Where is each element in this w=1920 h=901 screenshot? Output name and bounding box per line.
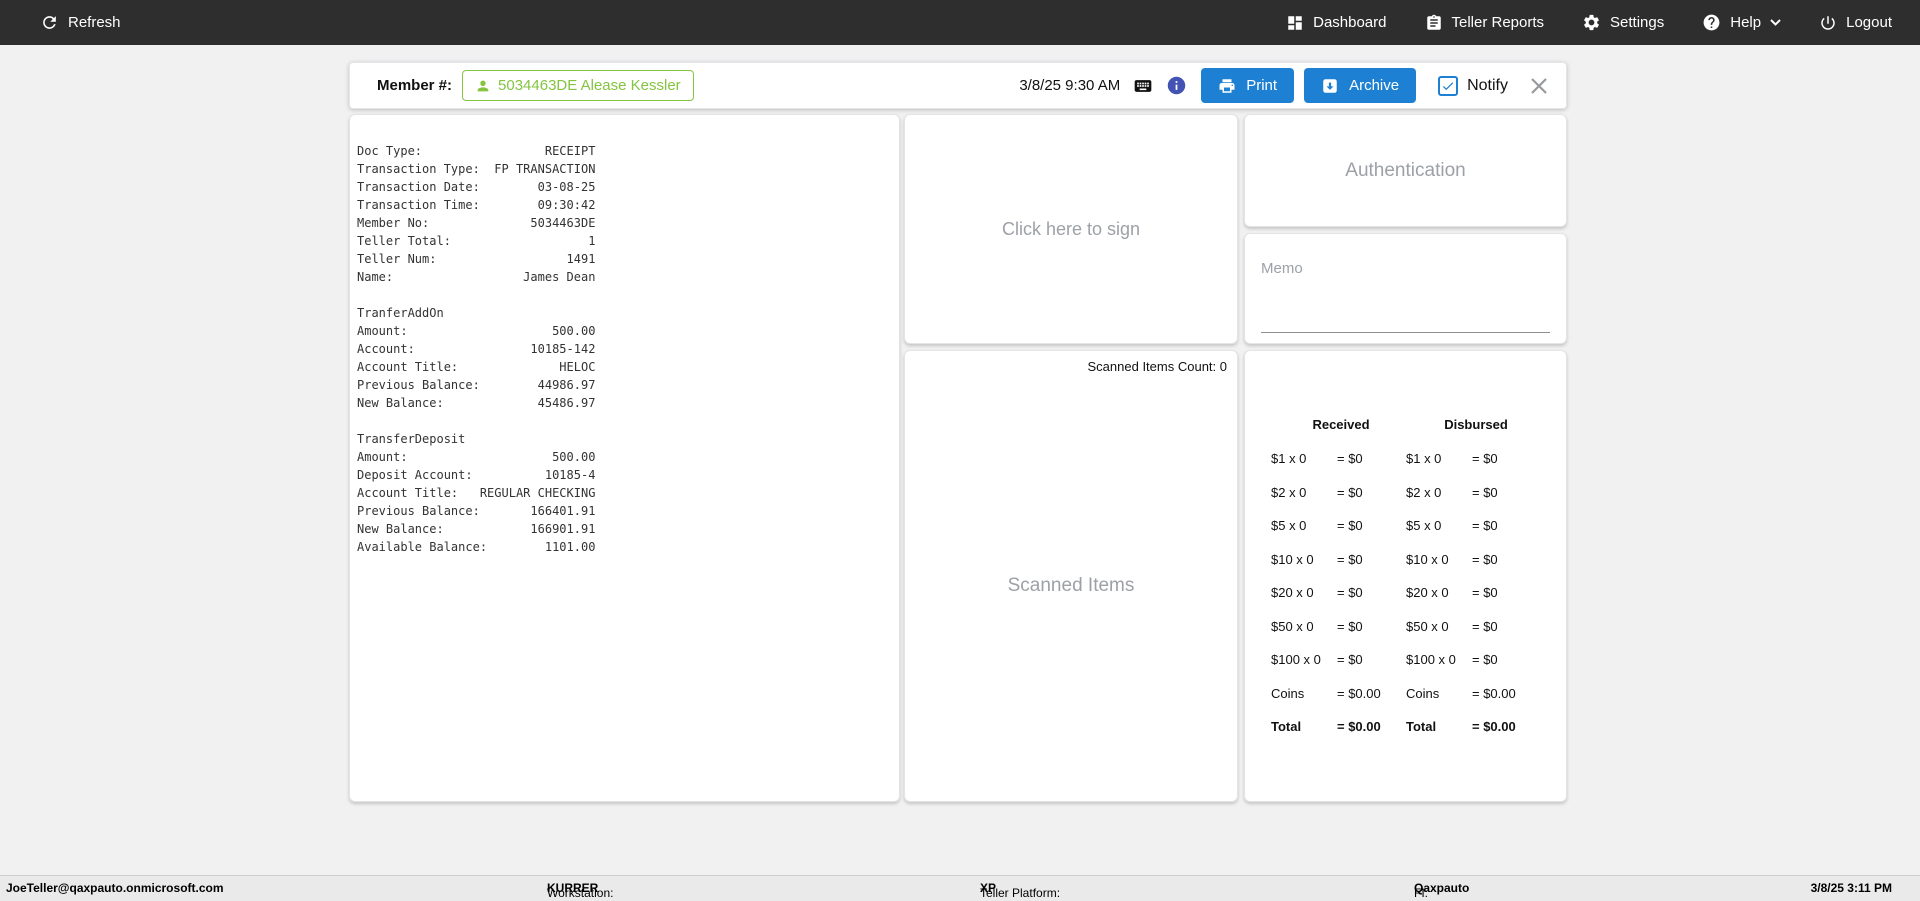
nav-logout-label: Logout <box>1846 14 1892 31</box>
scanned-items-count: Scanned Items Count: 0 <box>1087 359 1227 374</box>
member-bar: Member #: 5034463DE Alease Kessler 3/8/2… <box>349 62 1567 109</box>
nav-help-label: Help <box>1730 14 1762 31</box>
workstation-status: Workstation: KURRER <box>547 881 614 900</box>
print-label: Print <box>1246 77 1278 94</box>
cash-row: $5 x 0 = $0 <box>1271 518 1363 533</box>
refresh-label: Refresh <box>68 14 121 31</box>
archive-icon <box>1323 78 1337 93</box>
keyboard-icon[interactable] <box>1130 76 1156 96</box>
memo-underline <box>1261 332 1550 333</box>
signature-pad[interactable]: Click here to sign <box>904 114 1238 344</box>
nav-logout[interactable]: Logout <box>1819 14 1892 32</box>
cash-row: Total = $0.00 <box>1406 719 1516 734</box>
close-icon[interactable] <box>1528 75 1550 97</box>
cash-row: $20 x 0 = $0 <box>1271 585 1363 600</box>
scanned-items-placeholder: Scanned Items <box>1007 575 1135 596</box>
refresh-button[interactable]: Refresh <box>40 13 121 32</box>
notify-checkbox[interactable]: Notify <box>1438 75 1508 96</box>
receipt-panel: Doc Type: RECEIPT Transaction Type: FP T… <box>349 114 900 802</box>
logged-in-user: JoeTeller@qaxpauto.onmicrosoft.com <box>6 881 224 895</box>
nav-teller-reports[interactable]: Teller Reports <box>1425 14 1545 32</box>
received-header: Received <box>1312 417 1370 432</box>
person-icon <box>477 80 489 91</box>
authentication-placeholder: Authentication <box>1345 159 1466 181</box>
cash-disbursed-column: Disbursed $1 x 0 = $0 $2 x 0 = $0 $5 x 0 = $0… <box>1406 415 1556 751</box>
nav-dashboard[interactable]: Dashboard <box>1286 14 1387 32</box>
scanned-items-panel[interactable]: Scanned Items Count: 0 Scanned Items <box>904 350 1238 802</box>
cash-row: $1 x 0 = $0 <box>1271 451 1363 466</box>
cash-panel: Received $1 x 0 = $0 $2 x 0 = $0 $5 x 0 = $0 $… <box>1244 350 1567 802</box>
archive-button[interactable]: Archive <box>1304 68 1417 103</box>
status-datetime: 3/8/25 3:11 PM <box>1810 881 1892 895</box>
help-icon <box>1703 14 1720 31</box>
clipboard-icon <box>1426 14 1441 30</box>
archive-label: Archive <box>1349 77 1400 94</box>
member-chip-button[interactable]: 5034463DE Alease Kessler <box>462 70 694 101</box>
nav-dashboard-label: Dashboard <box>1313 14 1387 31</box>
cash-row: $50 x 0 = $0 <box>1271 618 1363 634</box>
authentication-panel[interactable]: Authentication <box>1244 114 1567 227</box>
cash-row: Coins = $0.00 <box>1406 685 1516 701</box>
print-button[interactable]: Print <box>1201 68 1295 103</box>
cash-row: Total = $0.00 <box>1271 719 1381 734</box>
info-icon[interactable] <box>1166 75 1187 96</box>
cash-row: $20 x 0 = $0 <box>1406 585 1498 600</box>
nav-settings[interactable]: Settings <box>1582 13 1664 32</box>
cash-row: $1 x 0 = $0 <box>1406 451 1498 466</box>
fi-status: FI: Qaxpauto <box>1414 881 1470 900</box>
cash-row: $5 x 0 = $0 <box>1406 518 1498 533</box>
notify-label: Notify <box>1467 76 1508 94</box>
cash-row: $2 x 0 = $0 <box>1271 484 1363 500</box>
cash-row: $100 x 0 = $0 <box>1406 652 1498 667</box>
nav-help[interactable]: Help <box>1702 13 1781 32</box>
dashboard-icon <box>1288 15 1302 30</box>
disbursed-header: Disbursed <box>1444 417 1508 432</box>
cash-row: $10 x 0 = $0 <box>1271 551 1363 567</box>
status-bar: JoeTeller@qaxpauto.onmicrosoft.com Works… <box>0 875 1920 901</box>
cash-row: $10 x 0 = $0 <box>1406 551 1498 567</box>
cash-received-column: Received $1 x 0 = $0 $2 x 0 = $0 $5 x 0 = $0 $… <box>1271 415 1421 751</box>
member-chip-label: 5034463DE Alease Kessler <box>498 77 681 94</box>
cash-row: $100 x 0 = $0 <box>1271 652 1363 667</box>
memo-placeholder: Memo <box>1261 260 1303 277</box>
top-nav: Refresh Dashboard Teller Reports Setting… <box>0 0 1920 45</box>
teller-platform-status: Teller Platform: XP <box>980 881 1061 900</box>
print-icon <box>1219 78 1235 93</box>
nav-teller-reports-label: Teller Reports <box>1451 14 1545 31</box>
cash-row: Coins = $0.00 <box>1271 685 1381 701</box>
checkbox-checked-icon <box>1438 75 1459 96</box>
signature-placeholder: Click here to sign <box>1001 218 1141 239</box>
cash-row: $2 x 0 = $0 <box>1406 484 1498 500</box>
power-icon <box>1821 15 1835 30</box>
memo-field[interactable]: Memo <box>1244 233 1567 344</box>
receipt-text: Doc Type: RECEIPT Transaction Type: FP T… <box>357 144 596 554</box>
nav-settings-label: Settings <box>1610 14 1665 31</box>
gear-icon <box>1584 14 1599 31</box>
member-number-label: Member #: <box>377 77 453 94</box>
refresh-icon <box>43 16 56 29</box>
transaction-datetime: 3/8/25 9:30 AM <box>1019 77 1121 94</box>
chevron-down-icon <box>1770 19 1781 26</box>
cash-row: $50 x 0 = $0 <box>1406 618 1498 634</box>
